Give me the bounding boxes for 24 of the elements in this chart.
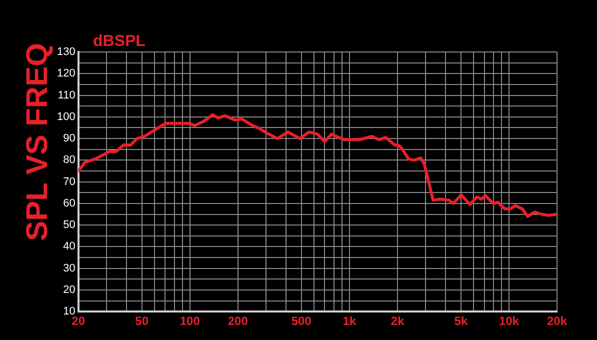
x-tick-label: 200 (228, 314, 248, 328)
y-tick-label: 90 (63, 132, 76, 145)
y-tick-label: 50 (63, 219, 76, 232)
y-tick-label: 30 (63, 262, 76, 274)
y-tick-label: 110 (58, 89, 76, 102)
y-tick-label: 100 (56, 110, 76, 123)
y-tick-label: 130 (56, 46, 76, 58)
text: SPL VS FREQ (21, 43, 55, 241)
y-axis-title: dBSPL (93, 33, 146, 51)
y-tick-label: 120 (56, 68, 76, 80)
x-tick-label: 500 (291, 314, 312, 328)
x-tick-label: 1k (342, 314, 356, 328)
y-tick-label: 20 (63, 284, 76, 296)
x-tick-label: 5k (454, 314, 468, 328)
x-tick-label: 2k (390, 314, 404, 328)
y-tick-label: 10 (63, 306, 76, 318)
y-tick-label: 70 (63, 176, 76, 188)
x-tick-label: 20k (546, 314, 568, 328)
x-tick-label: 50 (135, 314, 149, 328)
y-tick-label: 60 (63, 197, 76, 210)
y-tick-label: 80 (63, 154, 76, 166)
x-tick-label: 10k (498, 314, 520, 328)
x-tick-label: 100 (180, 314, 200, 328)
y-tick-label: 40 (63, 240, 76, 253)
